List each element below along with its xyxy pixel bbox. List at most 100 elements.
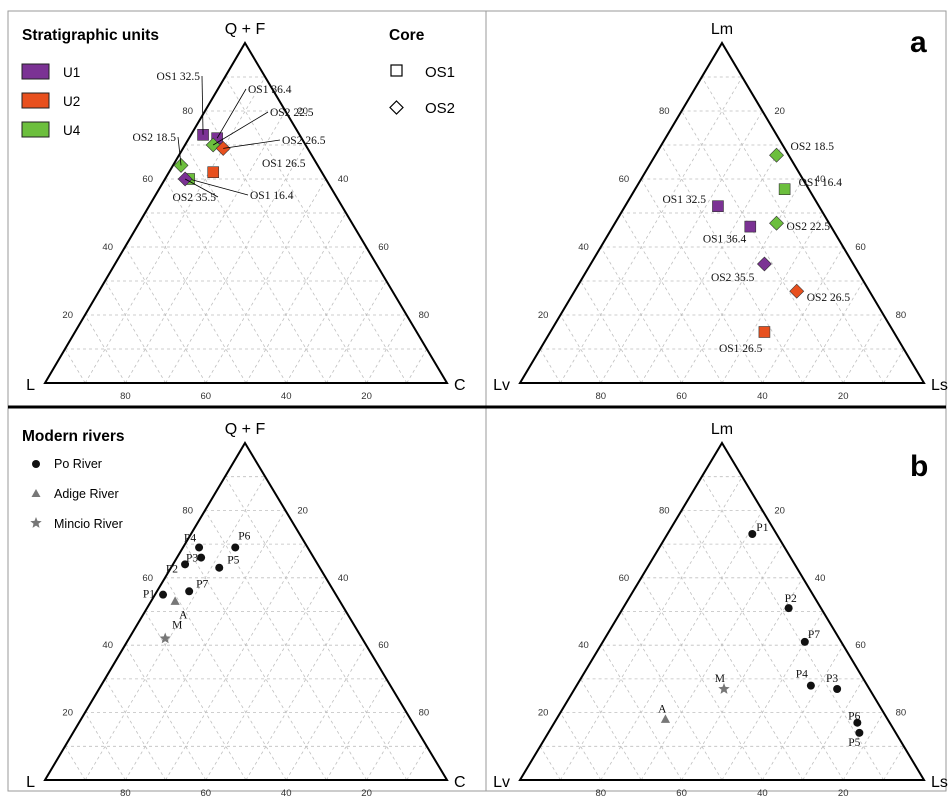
grid-line xyxy=(165,543,306,781)
grid-line xyxy=(326,280,387,384)
grid-line xyxy=(124,644,207,781)
legend-label-adige: Adige River xyxy=(54,487,119,501)
ternary-points-4: P1 P2 P7 P4 P3 P6 P5 M A xyxy=(658,522,864,749)
grid-line xyxy=(661,543,804,781)
grid-line xyxy=(560,76,743,384)
legend-stratigraphic-units: Stratigraphic units U1 U2 U4 xyxy=(21,27,159,138)
data-point-label: P3 xyxy=(826,673,838,685)
grid-line xyxy=(64,746,86,781)
ternary-outline xyxy=(518,41,926,384)
tick-label-right-edge: 60 xyxy=(855,242,866,253)
grid-line xyxy=(661,144,804,384)
ternary-grid xyxy=(64,76,428,384)
label-leader-line xyxy=(177,136,182,166)
tick-label-left-edge: 20 xyxy=(62,310,73,321)
tick-label-left-edge: 80 xyxy=(182,505,193,516)
tick-label-right-edge: 40 xyxy=(338,174,349,185)
data-point-label: OS2 35.5 xyxy=(173,192,217,204)
data-point-po xyxy=(855,728,864,737)
tick-label-bottom-edge: 60 xyxy=(201,391,212,402)
tick-label-bottom-edge: 80 xyxy=(120,391,131,402)
legend-label-mincio: Mincio River xyxy=(54,517,123,531)
tick-label-bottom-edge: 20 xyxy=(838,788,849,798)
ternary-outline xyxy=(43,441,449,781)
data-point-label: P2 xyxy=(785,593,797,605)
data-point-label: OS1 32.5 xyxy=(663,194,707,206)
grid-line xyxy=(721,212,824,384)
data-point-label: OS2 22.5 xyxy=(787,221,831,233)
tick-label-left-edge: 60 xyxy=(619,174,630,185)
tick-label-right-edge: 20 xyxy=(297,106,308,117)
ternary-2: Lm Lv Ls 20 20 20 40 40 40 60 60 60 80 80 80 xyxy=(493,21,948,402)
data-point-adige xyxy=(660,714,671,723)
grid-line xyxy=(224,76,408,384)
data-point-label: P7 xyxy=(808,629,820,641)
grid-line xyxy=(184,144,327,384)
data-point-label: OS1 32.5 xyxy=(157,71,201,83)
legend-label-u1: U1 xyxy=(63,65,80,80)
data-point-label: OS1 36.4 xyxy=(703,234,747,246)
ternary-diagrams: Q + F L C 20 20 20 40 40 40 60 60 60 80 80 80 Lm Lv Ls 20 2… xyxy=(26,21,948,798)
data-point-os2-u4 xyxy=(769,215,784,231)
legend-title-units: Stratigraphic units xyxy=(22,27,159,44)
data-point-label: P3 xyxy=(186,553,198,565)
data-point-label: OS2 35.5 xyxy=(711,272,755,284)
tick-label-left-edge: 40 xyxy=(578,242,589,253)
data-point-po xyxy=(748,529,757,538)
legend-label-os1: OS1 xyxy=(425,64,455,81)
tick-label-right-edge: 80 xyxy=(896,310,907,321)
grid-line xyxy=(144,611,247,781)
grid-line xyxy=(165,144,306,384)
label-leader-line xyxy=(216,88,247,139)
tick-label-bottom-edge: 80 xyxy=(596,391,607,402)
data-point-os1-u4 xyxy=(778,183,791,195)
grid-line xyxy=(84,76,266,384)
panel-letter-a: a xyxy=(910,26,927,59)
tick-label-bottom-edge: 60 xyxy=(676,391,687,402)
data-point-label: P5 xyxy=(848,737,860,749)
apex-label-right: Ls xyxy=(931,377,948,394)
grid-line xyxy=(366,314,407,384)
label-leader-line xyxy=(184,178,219,198)
grid-line xyxy=(84,314,126,384)
grid-line xyxy=(104,678,166,781)
data-point-label: OS2 26.5 xyxy=(282,135,326,147)
data-point-po xyxy=(159,590,168,599)
tick-label-bottom-edge: 60 xyxy=(676,788,687,798)
legend-label-po: Po River xyxy=(54,457,102,471)
data-point-label: OS1 16.4 xyxy=(250,190,294,202)
apex-label-top: Lm xyxy=(711,421,733,438)
ternary-1: Q + F L C 20 20 20 40 40 40 60 60 60 80 80 80 xyxy=(26,21,465,402)
data-point-os2-u1 xyxy=(756,256,772,272)
legend-title-rivers: Modern rivers xyxy=(22,428,125,445)
tick-label-bottom-edge: 80 xyxy=(596,788,607,798)
tick-label-bottom-edge: 40 xyxy=(757,391,768,402)
tick-label-left-edge: 40 xyxy=(102,242,113,253)
legend-modern-rivers: Modern rivers Po River Adige River Minci… xyxy=(22,428,125,531)
tick-label-bottom-edge: 60 xyxy=(201,788,212,798)
tick-label-left-edge: 20 xyxy=(538,708,549,719)
grid-line xyxy=(84,712,126,781)
data-point-label: OS2 18.5 xyxy=(133,132,177,144)
data-point-adige xyxy=(170,596,180,605)
data-point-label: M xyxy=(172,619,182,631)
data-point-po xyxy=(806,681,815,690)
data-point-label: OS1 26.5 xyxy=(719,343,763,355)
data-point-label: P4 xyxy=(796,669,808,681)
grid-line xyxy=(842,712,884,781)
tick-label-left-edge: 60 xyxy=(142,573,153,584)
grid-line xyxy=(285,644,367,781)
data-point-os1-u1 xyxy=(744,220,757,233)
data-point-label: P7 xyxy=(196,578,208,590)
ternary-4: Lm Lv Ls 20 20 20 40 40 40 60 60 60 80 80 80 xyxy=(493,421,948,798)
legend-star-icon xyxy=(30,517,42,528)
panel-letter-b: b xyxy=(910,450,928,483)
grid-line xyxy=(883,348,905,384)
label-leader-line xyxy=(223,139,281,149)
data-point-label: P1 xyxy=(143,589,155,601)
data-point-label: OS1 36.4 xyxy=(248,84,292,96)
data-point-label: P1 xyxy=(756,522,768,534)
apex-label-right: C xyxy=(454,774,466,791)
data-point-po xyxy=(853,718,862,727)
grid-line xyxy=(144,212,247,384)
